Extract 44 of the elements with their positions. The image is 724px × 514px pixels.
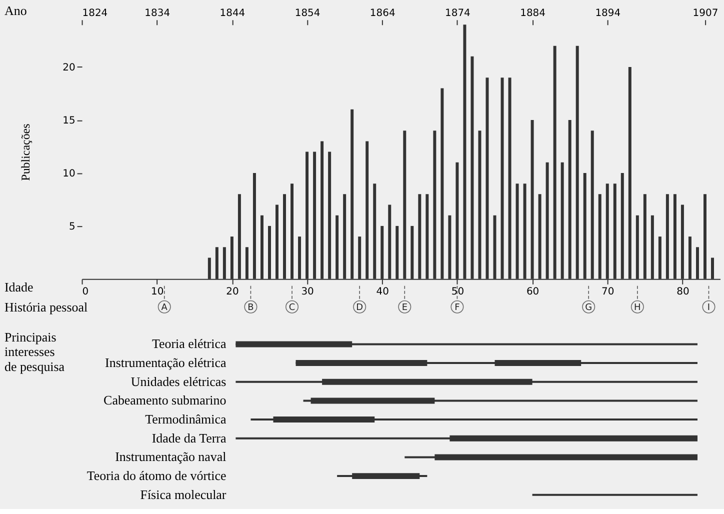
ref-line-label: F — [454, 302, 460, 313]
y-tick-label: Teoria do átomo de vórtice — [86, 468, 226, 484]
x-tick-label: 60 — [526, 286, 540, 298]
x2-tick-label: 1884 — [520, 8, 546, 20]
x2-tick-label: 1834 — [144, 8, 170, 20]
x2-tick-label: 1854 — [294, 8, 320, 20]
y-tick-label: 20 — [62, 62, 76, 74]
x-tick-label: 80 — [676, 286, 690, 298]
x2-axis-title: Ano — [4, 3, 27, 18]
x-axis-title: Idade — [4, 279, 34, 294]
x-tick-label: 40 — [376, 286, 389, 298]
x-tick-label: 0 — [82, 286, 89, 298]
x2-tick-label: 1894 — [595, 8, 621, 20]
x-tick-label: 20 — [226, 286, 239, 298]
ref-line-label: A — [161, 302, 168, 313]
ref-line-label: I — [707, 302, 710, 313]
x2-tick-label: 1824 — [82, 8, 108, 20]
x-tick-label: 50 — [451, 286, 464, 298]
y-tick-label: Idade da Terra — [152, 430, 226, 446]
x-tick-label: 70 — [602, 286, 614, 298]
y-tick-label: Teoria elétrica — [152, 336, 226, 352]
y-tick-label: Física molecular — [140, 486, 227, 502]
x2-tick-label: 1844 — [220, 8, 246, 20]
ref-line-label: B — [248, 302, 254, 313]
text: História pessoal — [4, 299, 88, 314]
y-tick-label: Instrumentação naval — [115, 449, 227, 464]
ref-line-label: C — [288, 302, 296, 313]
x-tick-label: 30 — [301, 286, 314, 298]
x2-tick-label: 1874 — [445, 8, 470, 20]
y-tick-label: 15 — [62, 115, 76, 126]
y-tick-label: Unidades elétricas — [130, 374, 226, 389]
ref-line-label: D — [356, 302, 364, 313]
y-tick-label: 5 — [68, 221, 76, 232]
y-axis-title: Principais interesses de pesquisa — [4, 329, 65, 374]
x2-tick-label: 1864 — [370, 8, 396, 20]
x2-tick-label: 1907 — [692, 8, 718, 20]
y-tick-label: Instrumentação elétrica — [105, 355, 226, 370]
y-tick-label: 10 — [62, 168, 76, 180]
ref-line-label: H — [634, 302, 641, 313]
ref-line-label: G — [585, 302, 592, 313]
ref-line-label: E — [402, 302, 408, 313]
y-tick-label: Termodinâmica — [145, 412, 226, 427]
y-tick-label: Cabeamento submarino — [104, 392, 226, 408]
y-axis-title: Publicações — [18, 123, 33, 181]
